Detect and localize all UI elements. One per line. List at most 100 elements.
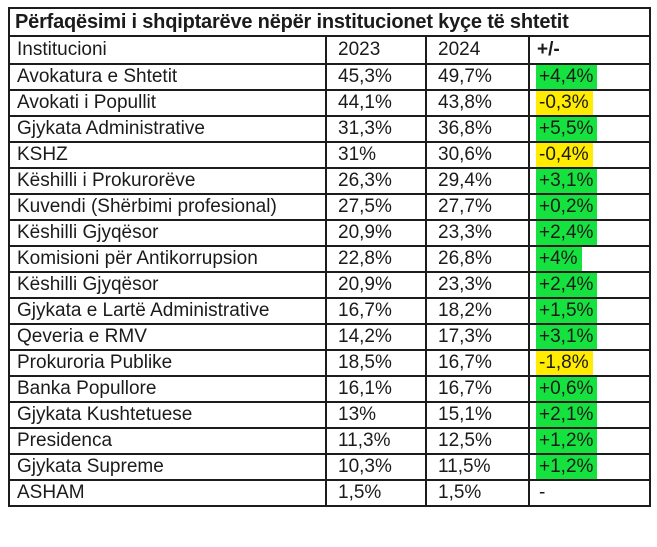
cell-2024: 30,6% bbox=[425, 141, 530, 169]
delta-highlight: +5,5% bbox=[536, 118, 598, 140]
cell-institution: Komisioni për Antikorrupsion bbox=[8, 245, 327, 273]
delta-highlight: +1,2% bbox=[536, 456, 598, 478]
cell-institution: ASHAM bbox=[8, 479, 327, 507]
header-row: Institucioni 2023 2024 +/- bbox=[8, 35, 652, 65]
cell-2024: 23,3% bbox=[425, 271, 530, 299]
col-header-2023: 2023 bbox=[325, 35, 427, 65]
cell-2024: 27,7% bbox=[425, 193, 530, 221]
table-body: Avokatura e Shtetit 45,3% 49,7% +4,4% Av… bbox=[8, 63, 652, 507]
cell-delta: +0,6% bbox=[527, 375, 652, 403]
cell-delta: +1,5% bbox=[527, 297, 652, 325]
cell-2023: 27,5% bbox=[325, 193, 427, 221]
delta-highlight: +2,1% bbox=[536, 404, 598, 426]
cell-institution: Gjykata Kushtetuese bbox=[8, 401, 327, 429]
cell-delta: +2,4% bbox=[527, 219, 652, 247]
col-header-2024: 2024 bbox=[425, 35, 530, 65]
cell-delta: +4,4% bbox=[527, 63, 652, 91]
cell-2023: 14,2% bbox=[325, 323, 427, 351]
cell-2024: 16,7% bbox=[425, 349, 530, 377]
cell-2024: 29,4% bbox=[425, 167, 530, 195]
cell-delta: +4% bbox=[527, 245, 652, 273]
table-row: Komisioni për Antikorrupsion 22,8% 26,8%… bbox=[8, 245, 652, 273]
delta-highlight: +4,4% bbox=[536, 66, 598, 88]
cell-delta: -1,8% bbox=[527, 349, 652, 377]
delta-highlight: +3,1% bbox=[536, 170, 598, 192]
cell-institution: Avokatura e Shtetit bbox=[8, 63, 327, 91]
cell-institution: Banka Popullore bbox=[8, 375, 327, 403]
cell-2024: 49,7% bbox=[425, 63, 530, 91]
cell-2024: 11,5% bbox=[425, 453, 530, 481]
cell-2023: 20,9% bbox=[325, 219, 427, 247]
delta-highlight: +4% bbox=[536, 248, 582, 270]
cell-delta: +5,5% bbox=[527, 115, 652, 143]
table-row: Gjykata Supreme 10,3% 11,5% +1,2% bbox=[8, 453, 652, 481]
cell-delta: +3,1% bbox=[527, 167, 652, 195]
delta-highlight: +2,4% bbox=[536, 222, 598, 244]
delta-highlight: - bbox=[539, 482, 546, 503]
table-row: Gjykata e Lartë Administrative 16,7% 18,… bbox=[8, 297, 652, 325]
table-row: Qeveria e RMV 14,2% 17,3% +3,1% bbox=[8, 323, 652, 351]
page-title: Përfaqësimi i shqiptarëve nëpër instituc… bbox=[7, 7, 652, 37]
cell-delta: -0,3% bbox=[527, 89, 652, 117]
cell-2024: 23,3% bbox=[425, 219, 530, 247]
cell-2023: 26,3% bbox=[325, 167, 427, 195]
cell-delta: +2,4% bbox=[527, 271, 652, 299]
table-row: KSHZ 31% 30,6% -0,4% bbox=[8, 141, 652, 169]
cell-2024: 36,8% bbox=[425, 115, 530, 143]
table-row: Kuvendi (Shërbimi profesional) 27,5% 27,… bbox=[8, 193, 652, 221]
delta-highlight: +1,5% bbox=[536, 300, 598, 322]
table-row: Avokatura e Shtetit 45,3% 49,7% +4,4% bbox=[8, 63, 652, 91]
cell-institution: Presidenca bbox=[8, 427, 327, 455]
cell-delta: +1,2% bbox=[527, 427, 652, 455]
cell-2023: 44,1% bbox=[325, 89, 427, 117]
table-row: Këshilli Gjyqësor 20,9% 23,3% +2,4% bbox=[8, 219, 652, 247]
cell-2023: 16,1% bbox=[325, 375, 427, 403]
delta-highlight: -0,4% bbox=[536, 144, 593, 166]
table-row: Avokati i Popullit 44,1% 43,8% -0,3% bbox=[8, 89, 652, 117]
cell-2023: 11,3% bbox=[325, 427, 427, 455]
col-header-institution: Institucioni bbox=[8, 35, 327, 65]
cell-2023: 31% bbox=[325, 141, 427, 169]
cell-2023: 20,9% bbox=[325, 271, 427, 299]
cell-2024: 1,5% bbox=[425, 479, 530, 507]
cell-institution: Gjykata Administrative bbox=[8, 115, 327, 143]
table-row: Gjykata Administrative 31,3% 36,8% +5,5% bbox=[8, 115, 652, 143]
cell-2024: 18,2% bbox=[425, 297, 530, 325]
col-header-delta: +/- bbox=[527, 35, 652, 65]
cell-delta: - bbox=[527, 479, 652, 507]
table-row: Presidenca 11,3% 12,5% +1,2% bbox=[8, 427, 652, 455]
delta-highlight: +2,4% bbox=[536, 274, 598, 296]
cell-2024: 12,5% bbox=[425, 427, 530, 455]
cell-institution: Gjykata Supreme bbox=[8, 453, 327, 481]
institutions-table: Përfaqësimi i shqiptarëve nëpër instituc… bbox=[7, 7, 652, 507]
cell-2023: 18,5% bbox=[325, 349, 427, 377]
cell-2024: 43,8% bbox=[425, 89, 530, 117]
cell-delta: +3,1% bbox=[527, 323, 652, 351]
table-row: Këshilli i Prokurorëve 26,3% 29,4% +3,1% bbox=[8, 167, 652, 195]
table-row: Gjykata Kushtetuese 13% 15,1% +2,1% bbox=[8, 401, 652, 429]
cell-institution: Prokuroria Publike bbox=[8, 349, 327, 377]
cell-institution: KSHZ bbox=[8, 141, 327, 169]
table-row: ASHAM 1,5% 1,5% - bbox=[8, 479, 652, 507]
title-row: Përfaqësimi i shqiptarëve nëpër instituc… bbox=[7, 7, 652, 37]
cell-institution: Qeveria e RMV bbox=[8, 323, 327, 351]
delta-highlight: -1,8% bbox=[536, 352, 593, 374]
cell-delta: -0,4% bbox=[527, 141, 652, 169]
cell-2024: 17,3% bbox=[425, 323, 530, 351]
delta-highlight: +1,2% bbox=[536, 430, 598, 452]
cell-2024: 16,7% bbox=[425, 375, 530, 403]
cell-delta: +2,1% bbox=[527, 401, 652, 429]
cell-institution: Gjykata e Lartë Administrative bbox=[8, 297, 327, 325]
cell-2023: 31,3% bbox=[325, 115, 427, 143]
cell-2024: 26,8% bbox=[425, 245, 530, 273]
cell-2023: 1,5% bbox=[325, 479, 427, 507]
cell-2023: 10,3% bbox=[325, 453, 427, 481]
cell-institution: Kuvendi (Shërbimi profesional) bbox=[8, 193, 327, 221]
cell-2023: 13% bbox=[325, 401, 427, 429]
table-row: Prokuroria Publike 18,5% 16,7% -1,8% bbox=[8, 349, 652, 377]
cell-delta: +1,2% bbox=[527, 453, 652, 481]
delta-highlight: +0,6% bbox=[536, 378, 598, 400]
cell-institution: Avokati i Popullit bbox=[8, 89, 327, 117]
cell-institution: Këshilli i Prokurorëve bbox=[8, 167, 327, 195]
